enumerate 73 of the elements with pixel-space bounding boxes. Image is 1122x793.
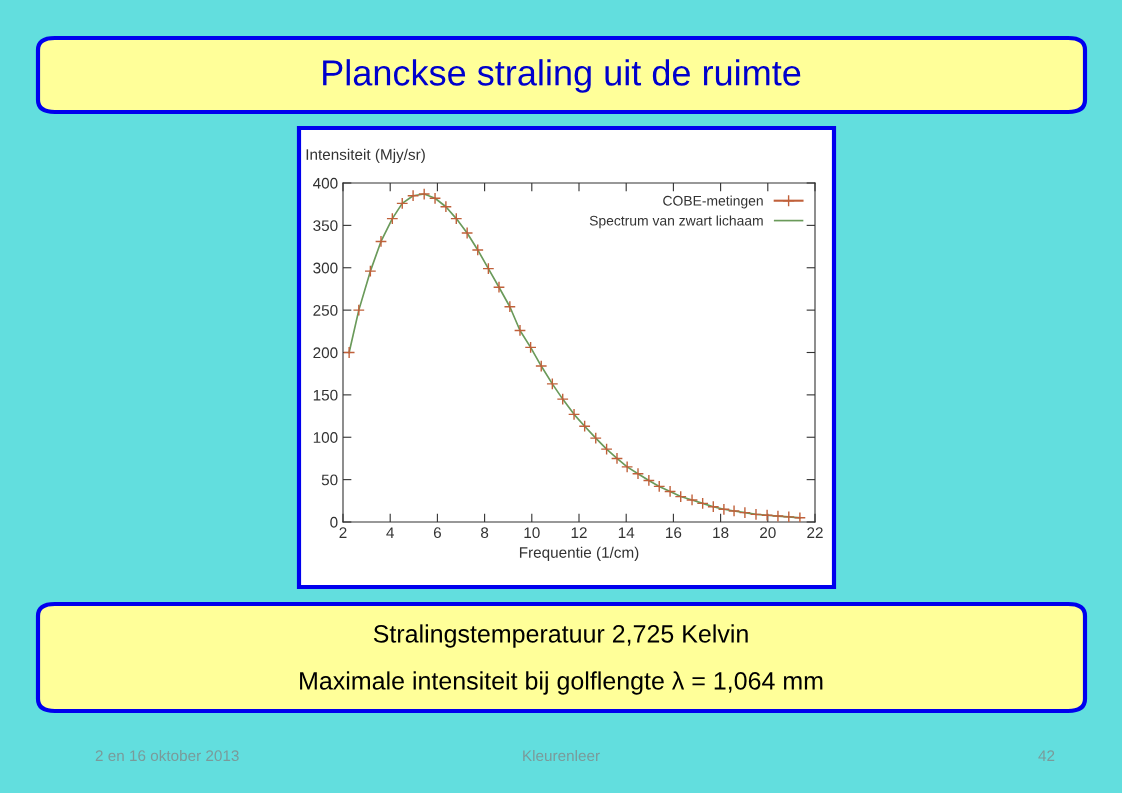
point [621, 460, 634, 473]
point [546, 377, 559, 390]
point [749, 508, 763, 521]
text: Maximale intensiteit bij golflengte λ = 1,064 mm [300, 671, 823, 695]
point [642, 474, 655, 487]
point [471, 243, 484, 257]
point [513, 324, 527, 337]
point [761, 509, 774, 522]
point [439, 200, 452, 213]
point [482, 262, 495, 275]
point [418, 187, 431, 201]
point [461, 226, 474, 240]
x-tick-label: 20 [760, 527, 776, 539]
y-tick-label: 0 [330, 516, 338, 528]
point [364, 265, 377, 278]
point [343, 346, 356, 359]
point [738, 506, 751, 519]
point [707, 500, 720, 513]
point [610, 452, 624, 465]
y-tick-label: 100 [313, 432, 338, 443]
y-tick-label: 50 [321, 474, 338, 486]
x-tick-label: 6 [433, 527, 441, 539]
point [653, 480, 666, 493]
point [600, 443, 613, 456]
y-tick-label: 350 [313, 220, 338, 232]
point [717, 503, 730, 516]
x-tick-label: 12 [571, 527, 587, 538]
legend-label: COBE-metingen [663, 195, 763, 209]
y-tick-label: 200 [313, 347, 338, 359]
point [727, 504, 741, 518]
x-tick-label: 8 [481, 527, 489, 539]
x-tick-label: 4 [386, 527, 394, 538]
point [631, 467, 645, 480]
point [556, 393, 569, 406]
x-tick-label: 16 [666, 527, 682, 539]
text: 2 en 16 oktober 2013 [95, 749, 239, 762]
x-tick-label: 22 [807, 527, 823, 538]
x-tick-label: 14 [618, 527, 635, 538]
point [771, 509, 785, 522]
x-tick-label: 2 [339, 527, 347, 538]
legend-label: Spectrum van zwart lichaam [589, 215, 763, 229]
point [589, 432, 602, 445]
x-axis-title: Frequentie (1/cm) [519, 546, 639, 561]
point [524, 341, 537, 354]
point [535, 359, 548, 373]
point [407, 189, 420, 202]
point [696, 497, 709, 510]
y-tick-label: 150 [313, 389, 338, 401]
point [492, 281, 506, 294]
y-tick-label: 300 [313, 262, 338, 274]
point [503, 300, 516, 313]
point [450, 212, 463, 225]
text: Kleurenleer [523, 749, 600, 762]
point [674, 490, 687, 503]
y-axis-title: Intensiteit (Mjy/sr) [306, 148, 425, 163]
point [782, 510, 795, 522]
point [374, 235, 388, 248]
y-tick-label: 250 [313, 304, 338, 316]
point [428, 192, 442, 205]
point [578, 420, 591, 433]
text: 42 [1038, 750, 1055, 761]
point [352, 304, 365, 317]
x-tick-label: 10 [524, 527, 540, 539]
text: Stralingstemperatuur 2,725 Kelvin [373, 624, 748, 648]
chart-title: Planckse straling uit de ruimte [323, 59, 801, 93]
point [664, 485, 677, 498]
point [567, 408, 581, 421]
point [685, 493, 699, 507]
point [386, 212, 399, 225]
point [396, 197, 409, 210]
y-tick-label: 400 [313, 177, 338, 189]
x-tick-label: 18 [713, 527, 729, 539]
point [793, 511, 806, 522]
